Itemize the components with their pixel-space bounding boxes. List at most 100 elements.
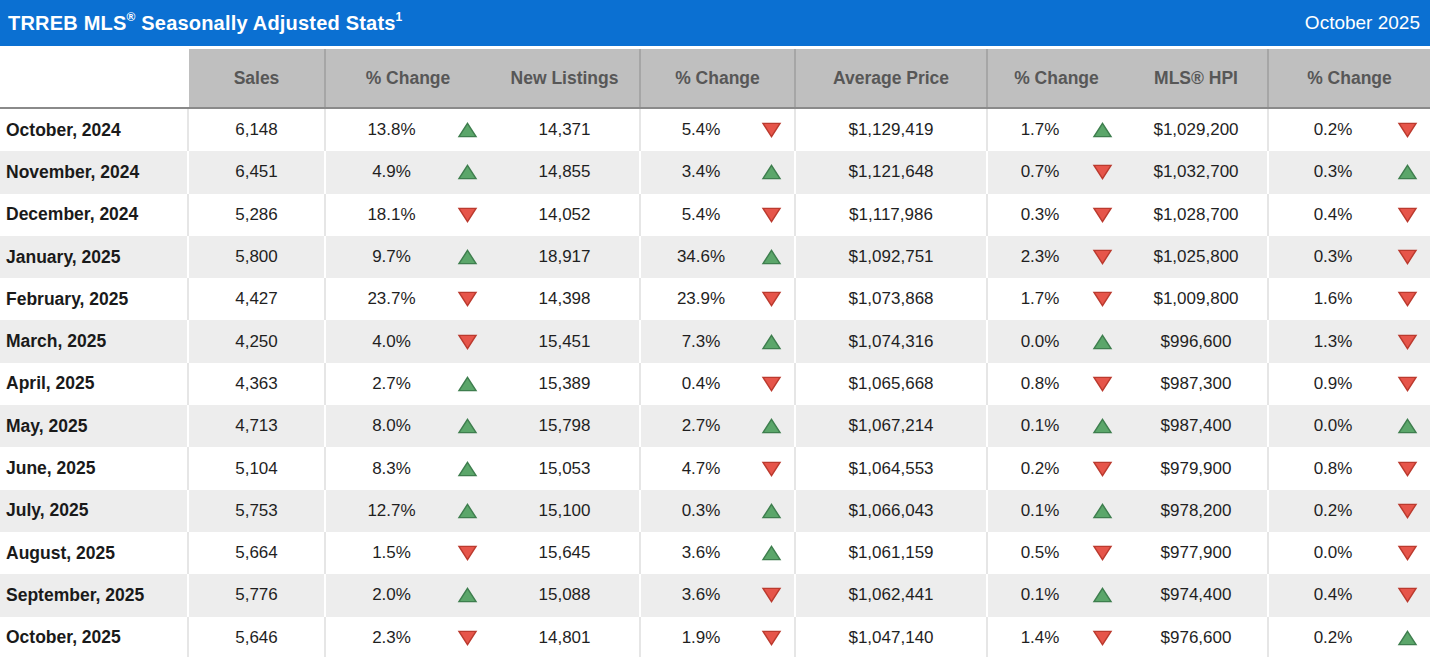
cell-new-listings-change: 0.4% [640, 363, 795, 405]
sales-change-value: 8.0% [326, 416, 457, 436]
cell-average-price: $1,062,441 [795, 574, 987, 616]
trend-down-icon [761, 121, 782, 139]
sales-change-value: 12.7% [326, 501, 457, 521]
trend-down-icon [761, 290, 782, 308]
cell-mls-hpi: $978,200 [1125, 490, 1268, 532]
trend-down-icon [761, 375, 782, 393]
average-price-change-value: 0.2% [988, 459, 1092, 479]
column-header-new-listings-change: % Change [640, 48, 795, 109]
cell-hpi-change: 1.3% [1268, 320, 1430, 362]
new-listings-change-value: 1.9% [641, 628, 761, 648]
trend-down-icon [1397, 290, 1418, 308]
cell-hpi-change: 0.9% [1268, 363, 1430, 405]
cell-sales-change: 1.5% [325, 532, 490, 574]
cell-new-listings: 14,052 [490, 194, 640, 236]
trend-up-icon [761, 248, 782, 266]
cell-new-listings: 15,088 [490, 574, 640, 616]
new-listings-change-value: 0.3% [641, 501, 761, 521]
new-listings-change-value: 34.6% [641, 247, 761, 267]
cell-month: November, 2024 [0, 151, 188, 193]
cell-average-price: $1,061,159 [795, 532, 987, 574]
sales-change-value: 1.5% [326, 543, 457, 563]
cell-hpi-change: 1.6% [1268, 278, 1430, 320]
trend-down-icon [457, 290, 478, 308]
cell-new-listings-change: 3.4% [640, 151, 795, 193]
new-listings-change-value: 3.6% [641, 585, 761, 605]
cell-month: October, 2025 [0, 617, 188, 657]
cell-new-listings: 14,371 [490, 108, 640, 151]
cell-sales: 6,451 [188, 151, 325, 193]
average-price-change-value: 1.7% [988, 120, 1092, 140]
cell-new-listings-change: 4.7% [640, 447, 795, 489]
cell-hpi-change: 0.2% [1268, 617, 1430, 657]
trend-up-icon [761, 417, 782, 435]
cell-new-listings: 15,389 [490, 363, 640, 405]
trend-up-icon [1092, 502, 1113, 520]
table-row: January, 2025 5,800 9.7% 18,917 34.6% $1… [0, 236, 1430, 278]
cell-sales: 5,646 [188, 617, 325, 657]
cell-hpi-change: 0.0% [1268, 532, 1430, 574]
cell-average-price-change: 0.8% [987, 363, 1125, 405]
cell-sales: 5,776 [188, 574, 325, 616]
sales-change-value: 23.7% [326, 289, 457, 309]
cell-sales: 5,800 [188, 236, 325, 278]
sales-change-value: 8.3% [326, 459, 457, 479]
cell-sales: 5,753 [188, 490, 325, 532]
cell-hpi-change: 0.0% [1268, 405, 1430, 447]
average-price-change-value: 0.5% [988, 543, 1092, 563]
hpi-change-value: 0.0% [1269, 416, 1397, 436]
trend-down-icon [1397, 544, 1418, 562]
cell-sales: 6,148 [188, 108, 325, 151]
cell-sales: 5,286 [188, 194, 325, 236]
trend-up-icon [457, 163, 478, 181]
trend-up-icon [1092, 417, 1113, 435]
column-header-average-price-change: % Change [987, 48, 1125, 109]
cell-sales-change: 8.0% [325, 405, 490, 447]
trend-up-icon [457, 460, 478, 478]
table-row: March, 2025 4,250 4.0% 15,451 7.3% $1,07… [0, 320, 1430, 362]
table-row: December, 2024 5,286 18.1% 14,052 5.4% $… [0, 194, 1430, 236]
cell-average-price-change: 1.7% [987, 108, 1125, 151]
cell-month: April, 2025 [0, 363, 188, 405]
cell-average-price-change: 0.0% [987, 320, 1125, 362]
cell-mls-hpi: $976,600 [1125, 617, 1268, 657]
table-row: October, 2024 6,148 13.8% 14,371 5.4% $1… [0, 108, 1430, 151]
cell-month: February, 2025 [0, 278, 188, 320]
trend-down-icon [1092, 206, 1113, 224]
cell-average-price: $1,129,419 [795, 108, 987, 151]
cell-new-listings: 14,398 [490, 278, 640, 320]
cell-average-price: $1,092,751 [795, 236, 987, 278]
cell-new-listings-change: 5.4% [640, 108, 795, 151]
sales-change-value: 4.9% [326, 162, 457, 182]
trend-down-icon [1092, 163, 1113, 181]
cell-average-price: $1,067,214 [795, 405, 987, 447]
table-row: October, 2025 5,646 2.3% 14,801 1.9% $1,… [0, 617, 1430, 657]
hpi-change-value: 0.3% [1269, 162, 1397, 182]
trend-down-icon [457, 333, 478, 351]
report-period-label: October 2025 [1305, 12, 1420, 34]
hpi-change-value: 0.9% [1269, 374, 1397, 394]
cell-sales: 4,713 [188, 405, 325, 447]
trend-down-icon [1092, 544, 1113, 562]
cell-sales-change: 13.8% [325, 108, 490, 151]
cell-month: September, 2025 [0, 574, 188, 616]
trend-down-icon [1397, 502, 1418, 520]
average-price-change-value: 2.3% [988, 247, 1092, 267]
column-header-sales: Sales [188, 48, 325, 109]
sales-change-value: 4.0% [326, 332, 457, 352]
cell-month: March, 2025 [0, 320, 188, 362]
cell-sales-change: 12.7% [325, 490, 490, 532]
trend-up-icon [457, 502, 478, 520]
cell-average-price-change: 1.4% [987, 617, 1125, 657]
title-suffix: Seasonally Adjusted Stats [136, 12, 396, 34]
hpi-change-value: 0.8% [1269, 459, 1397, 479]
cell-mls-hpi: $1,032,700 [1125, 151, 1268, 193]
trend-up-icon [1092, 586, 1113, 604]
trend-down-icon [1397, 460, 1418, 478]
cell-sales: 5,664 [188, 532, 325, 574]
trend-up-icon [1397, 629, 1418, 647]
new-listings-change-value: 7.3% [641, 332, 761, 352]
table-row: August, 2025 5,664 1.5% 15,645 3.6% $1,0… [0, 532, 1430, 574]
new-listings-change-value: 23.9% [641, 289, 761, 309]
column-header-blank [0, 48, 188, 109]
